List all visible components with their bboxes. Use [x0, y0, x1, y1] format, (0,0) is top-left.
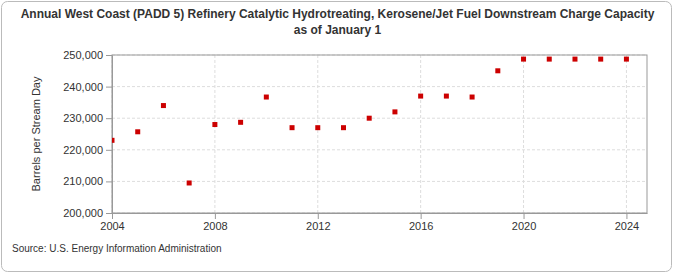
y-axis: 200,000 210,000 220,000 230,000 240,000 250,0… [63, 49, 112, 219]
tick-mark [524, 213, 525, 219]
grid-line [214, 55, 215, 213]
y-axis-title: Barrels per Stream Day [30, 76, 42, 191]
marker [572, 57, 577, 62]
tick: 200,000 [63, 207, 112, 219]
tick-mark [106, 213, 112, 214]
tick-label: 2004 [100, 220, 124, 232]
tick: 240,000 [63, 81, 112, 93]
grid-line [112, 86, 647, 87]
tick-label: 2008 [203, 220, 227, 232]
x-axis: 2004 2008 2012 2016 2020 2024 [100, 213, 647, 232]
marker [367, 116, 372, 121]
tick-label: 220,000 [63, 144, 103, 156]
chart: 200,000 210,000 220,000 230,000 240,000 250,0… [0, 0, 675, 275]
marker [135, 129, 140, 134]
grid-line [112, 181, 647, 182]
tick: 2020 [512, 213, 536, 232]
tick-mark [421, 213, 422, 219]
grid-line [112, 118, 647, 119]
grid-line [317, 55, 318, 213]
marker [470, 95, 475, 100]
tick: 230,000 [63, 112, 112, 124]
axis-line [112, 56, 113, 214]
tick: 2008 [203, 213, 227, 232]
tick: 250,000 [63, 49, 112, 61]
marker [495, 68, 500, 73]
tick-label: 240,000 [63, 81, 103, 93]
tick-mark [318, 213, 319, 219]
marker [547, 57, 552, 62]
marker [341, 125, 346, 130]
markers [112, 57, 629, 186]
chart-frame [2, 2, 672, 272]
tick-label: 250,000 [63, 49, 103, 61]
tick: 2012 [306, 213, 330, 232]
tick-label: 2024 [615, 220, 639, 232]
marker [521, 57, 526, 62]
tick-mark [626, 213, 627, 219]
source-note: Source: U.S. Energy Information Administ… [12, 243, 222, 254]
marker [264, 95, 269, 100]
tick-mark [112, 213, 113, 219]
marker [392, 109, 397, 114]
tick-label: 2016 [409, 220, 433, 232]
marker [315, 125, 320, 130]
plot-frame [112, 55, 647, 213]
plot: 200,000 210,000 220,000 230,000 240,000 250,0… [63, 49, 647, 232]
grid-line [420, 55, 421, 213]
marker [624, 57, 629, 62]
marker [112, 138, 115, 143]
tick-mark [106, 55, 112, 56]
marker [187, 180, 192, 185]
marker [290, 125, 295, 130]
tick-label: 230,000 [63, 112, 103, 124]
tick: 2004 [100, 213, 124, 232]
tick: 2016 [409, 213, 433, 232]
marker [238, 120, 243, 125]
tick: 210,000 [63, 175, 112, 187]
tick: 220,000 [63, 144, 112, 156]
grid-line [112, 149, 647, 150]
grid-line [626, 55, 627, 213]
tick: 2024 [615, 213, 639, 232]
tick-label: 210,000 [63, 175, 103, 187]
marker [161, 103, 166, 108]
marker [598, 57, 603, 62]
marker [212, 122, 217, 127]
tick-label: 2020 [512, 220, 536, 232]
tick-label: 200,000 [63, 207, 103, 219]
tick-mark [106, 118, 112, 119]
tick-mark [106, 87, 112, 88]
grid-line [523, 55, 524, 213]
marker [418, 94, 423, 99]
tick-mark [106, 150, 112, 151]
tick-label: 2012 [306, 220, 330, 232]
tick-mark [106, 181, 112, 182]
axis-line [113, 213, 648, 214]
title: Annual West Coast (PADD 5) Refinery Cata… [21, 7, 655, 37]
grid [112, 55, 647, 213]
tick-mark [215, 213, 216, 219]
marker [444, 94, 449, 99]
